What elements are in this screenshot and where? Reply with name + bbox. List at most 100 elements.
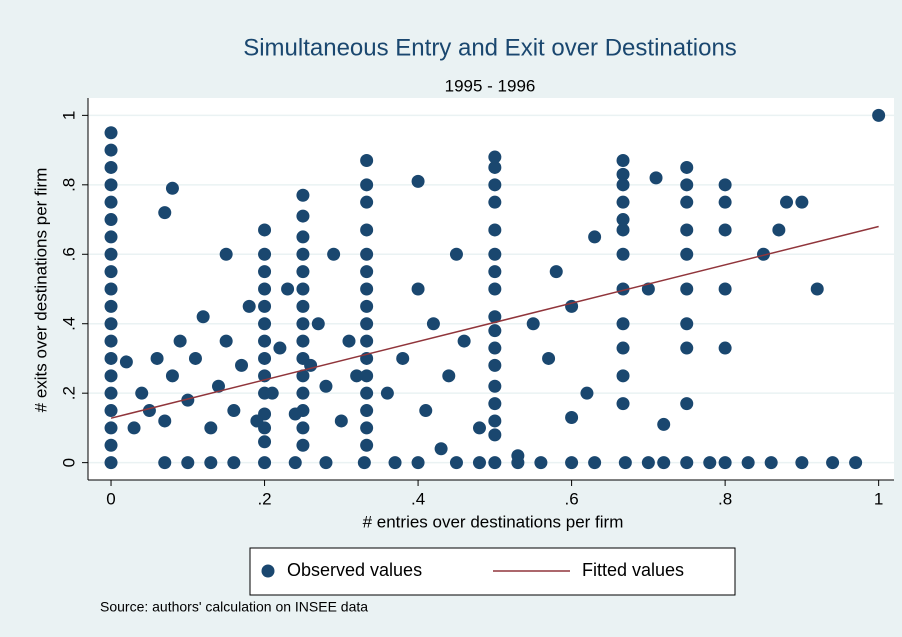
point (680, 247, 694, 261)
point (211, 379, 225, 393)
point (104, 247, 118, 261)
point (219, 247, 233, 261)
point (227, 404, 241, 418)
point (360, 299, 374, 313)
point (718, 178, 732, 192)
point (360, 195, 374, 209)
point (565, 410, 579, 424)
y-tick-label: 1 (59, 111, 78, 120)
y-axis-label: # exits over destinations per firm (31, 168, 50, 413)
point (281, 282, 295, 296)
point (419, 404, 433, 418)
point (657, 417, 671, 431)
point (872, 108, 886, 122)
point (488, 265, 502, 279)
point (104, 178, 118, 192)
point (488, 397, 502, 411)
point (549, 265, 563, 279)
point (296, 386, 310, 400)
point (158, 414, 172, 428)
point (616, 154, 630, 168)
point (181, 456, 195, 470)
point (250, 414, 264, 428)
point (616, 282, 630, 296)
point (296, 421, 310, 435)
point (360, 369, 374, 383)
point (618, 456, 632, 470)
point (104, 438, 118, 452)
y-tick-label: .8 (59, 178, 78, 192)
point (641, 456, 655, 470)
point (641, 282, 655, 296)
point (616, 213, 630, 227)
chart-title: Simultaneous Entry and Exit over Destina… (243, 34, 737, 61)
point (534, 456, 548, 470)
point (526, 317, 540, 331)
point (411, 174, 425, 188)
point (296, 230, 310, 244)
x-tick-label: .6 (565, 489, 579, 508)
legend (249, 547, 736, 596)
point (104, 160, 118, 174)
legend-swatch (261, 564, 275, 578)
point (127, 421, 141, 435)
point (396, 351, 410, 365)
point (772, 223, 786, 237)
point (411, 456, 425, 470)
point (616, 317, 630, 331)
point (488, 456, 502, 470)
point (104, 317, 118, 331)
point (810, 282, 824, 296)
point (718, 456, 732, 470)
point (680, 341, 694, 355)
point (350, 369, 364, 383)
point (104, 265, 118, 279)
chart-subtitle: 1995 - 1996 (445, 76, 536, 95)
point (360, 438, 374, 452)
point (741, 456, 755, 470)
point (104, 282, 118, 296)
point (680, 397, 694, 411)
point (334, 414, 348, 428)
point (616, 178, 630, 192)
point (360, 154, 374, 168)
point (296, 369, 310, 383)
point (616, 369, 630, 383)
point (104, 404, 118, 418)
point (680, 456, 694, 470)
point (616, 195, 630, 209)
point (188, 351, 202, 365)
point (488, 428, 502, 442)
point (258, 223, 272, 237)
point (360, 223, 374, 237)
point (288, 456, 302, 470)
point (104, 386, 118, 400)
x-tick-label: .4 (411, 489, 425, 508)
y-tick-label: .6 (59, 247, 78, 261)
point (360, 334, 374, 348)
point (204, 456, 218, 470)
point (388, 456, 402, 470)
point (588, 456, 602, 470)
point (104, 195, 118, 209)
point (488, 178, 502, 192)
point (296, 247, 310, 261)
point (273, 341, 287, 355)
point (227, 456, 241, 470)
point (849, 456, 863, 470)
point (488, 160, 502, 174)
point (718, 341, 732, 355)
x-tick-label: .8 (718, 489, 732, 508)
point (104, 143, 118, 157)
point (104, 299, 118, 313)
point (426, 317, 440, 331)
point (449, 247, 463, 261)
point (219, 334, 233, 348)
point (795, 456, 809, 470)
source-note: Source: authors' calculation on INSEE da… (100, 599, 368, 615)
point (488, 150, 502, 164)
point (135, 386, 149, 400)
point (119, 355, 133, 369)
point (488, 341, 502, 355)
point (757, 247, 771, 261)
